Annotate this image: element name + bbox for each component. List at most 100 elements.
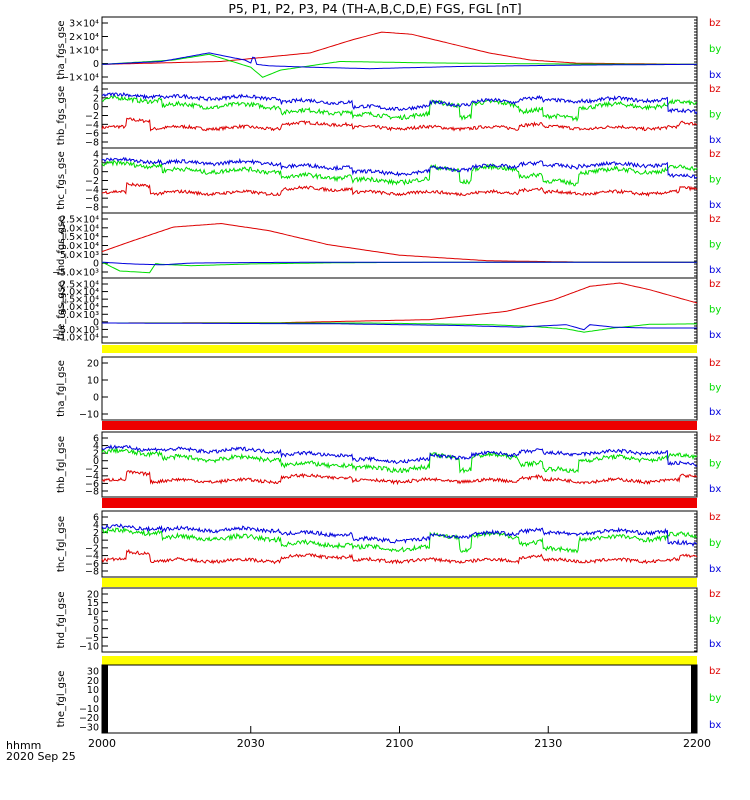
legend-bz: bz <box>709 18 721 29</box>
y-tick-label: −4 <box>85 120 99 131</box>
legend-bx: bx <box>709 407 721 418</box>
y-axis-label: thd_fgs_gse <box>56 216 67 275</box>
strip-2 <box>102 421 697 430</box>
y-tick-label: −8 <box>85 487 99 498</box>
y-tick-label: 0 <box>93 393 99 404</box>
y-tick-label: 2×10⁴ <box>69 32 99 43</box>
legend-by: by <box>709 614 721 625</box>
y-tick-label: −6 <box>85 129 99 140</box>
legend-by: by <box>709 240 721 251</box>
y-tick-label: −2 <box>85 111 99 122</box>
x-tick-label: 2030 <box>237 737 265 750</box>
y-tick-label: −5 <box>85 633 99 644</box>
legend-bx: bx <box>709 200 721 211</box>
series-bz <box>101 117 698 132</box>
legend-bx: bx <box>709 265 721 276</box>
y-axis-label: thb_fgs_gse <box>56 86 67 145</box>
y-tick-label: −4 <box>85 551 99 562</box>
panel-frame-7 <box>101 431 698 498</box>
y-tick-label: 2 <box>93 449 99 460</box>
series-bx <box>101 261 697 266</box>
y-tick-label: 0 <box>93 59 99 70</box>
date-label: 2020 Sep 25 <box>6 750 76 763</box>
y-tick-label: 1.5×10⁴ <box>60 232 99 243</box>
y-tick-label: −4 <box>85 471 99 482</box>
strip-5 <box>102 656 697 665</box>
y-tick-label: 15 <box>87 598 99 609</box>
series-by <box>101 448 698 474</box>
series-bx <box>101 444 697 467</box>
legend-bx: bx <box>709 720 721 731</box>
y-tick-label: 4 <box>93 520 99 531</box>
y-axis-label: tha_fgl_gse <box>56 360 67 417</box>
series-bz <box>102 31 697 65</box>
strip-3 <box>102 498 697 508</box>
y-tick-label: −5.0×10³ <box>52 325 99 336</box>
y-tick-label: 1×10⁴ <box>69 46 99 57</box>
panel-frame-3 <box>101 147 698 214</box>
y-tick-label: 2.5×10⁴ <box>60 280 99 291</box>
time-axis-label: hhmm <box>6 739 42 752</box>
series-bx <box>101 156 698 180</box>
panel-frame-9 <box>101 587 698 653</box>
legend-bx: bx <box>709 639 721 650</box>
legend-by: by <box>709 110 721 121</box>
y-tick-label: 3×10⁴ <box>69 19 99 30</box>
y-tick-label: 30 <box>87 667 99 678</box>
y-tick-label: 0 <box>93 624 99 635</box>
y-tick-label: 0 <box>93 317 99 328</box>
series-bz <box>101 548 698 565</box>
legend-bz: bz <box>709 358 721 369</box>
y-tick-label: −10 <box>79 642 99 653</box>
y-axis-label: tha_fgs_gse <box>56 20 67 79</box>
y-tick-label: −6 <box>85 479 99 490</box>
legend-by: by <box>709 538 721 549</box>
legend-bz: bz <box>709 84 721 95</box>
y-tick-label: 5.0×10³ <box>60 310 99 321</box>
y-tick-label: −1×10⁴ <box>61 73 99 84</box>
y-tick-label: −6 <box>85 559 99 570</box>
y-tick-label: −4 <box>85 185 99 196</box>
y-tick-label: 20 <box>87 359 99 370</box>
legend-by: by <box>709 175 721 186</box>
series-bz <box>101 182 698 197</box>
y-tick-label: 4 <box>93 150 99 161</box>
edge-fill-left <box>102 665 108 733</box>
y-axis-label: thb_fgl_gse <box>56 436 67 493</box>
y-tick-label: 0 <box>93 695 99 706</box>
y-tick-label: 0 <box>93 456 99 467</box>
y-axis-label: the_fgs_gse <box>56 281 67 340</box>
panel-frame-10 <box>101 664 698 734</box>
y-tick-label: −30 <box>79 723 99 734</box>
legend-bz: bz <box>709 214 721 225</box>
panel-frame-8 <box>101 510 698 578</box>
legend-by: by <box>709 383 721 394</box>
y-tick-label: 2.5×10⁴ <box>60 215 99 226</box>
y-tick-label: 0 <box>93 536 99 547</box>
series-bz <box>101 222 697 263</box>
y-axis-label: thd_fgl_gse <box>56 592 67 649</box>
y-tick-label: −2 <box>85 176 99 187</box>
series-by <box>101 261 697 274</box>
y-tick-label: 4 <box>93 85 99 96</box>
x-tick-label: 2100 <box>386 737 414 750</box>
y-tick-label: 1.0×10⁴ <box>60 241 99 252</box>
y-tick-label: −5.0×10³ <box>52 268 99 279</box>
y-tick-label: −6 <box>85 194 99 205</box>
series-bx <box>101 91 698 115</box>
legend-by: by <box>709 44 721 55</box>
legend-bz: bz <box>709 666 721 677</box>
legend-bx: bx <box>709 135 721 146</box>
plot-title: P5, P1, P2, P3, P4 (TH-A,B,C,D,E) FGS, F… <box>228 1 522 16</box>
series-by <box>101 94 698 123</box>
y-tick-label: 1.5×10⁴ <box>60 295 99 306</box>
legend-by: by <box>709 693 721 704</box>
y-tick-label: 2 <box>93 528 99 539</box>
series-bx <box>102 52 698 70</box>
legend-bx: bx <box>709 330 721 341</box>
series-bx <box>101 523 698 548</box>
y-tick-label: −8 <box>85 203 99 214</box>
series-bx <box>102 322 697 331</box>
y-tick-label: 0 <box>93 167 99 178</box>
